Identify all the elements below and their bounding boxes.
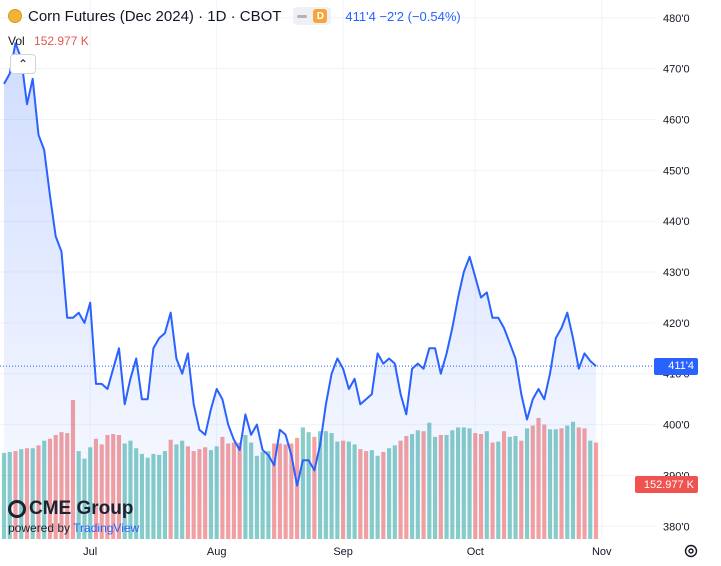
last-price: 411'4 <box>345 8 376 24</box>
y-tick-label: 420'0 <box>663 318 690 330</box>
price-axis[interactable]: 380'0390'0400'0410'0420'0430'0440'0450'0… <box>663 13 690 533</box>
x-tick-label: Aug <box>207 546 227 558</box>
powered-by-text: powered by <box>8 521 71 535</box>
y-tick-label: 400'0 <box>663 420 690 432</box>
y-tick-label: 380'0 <box>663 521 690 533</box>
y-tick-label: 470'0 <box>663 64 690 76</box>
time-axis[interactable]: Jul Aug Sep Oct Nov <box>83 546 612 558</box>
price-area <box>4 43 596 539</box>
volume-tag: 152.977 K <box>635 476 698 493</box>
corn-symbol-icon <box>8 9 22 23</box>
branding[interactable]: CME Group powered by TradingView <box>8 498 139 535</box>
settings-gear-icon[interactable] <box>683 543 699 559</box>
cme-globe-icon <box>8 500 26 518</box>
cme-logo-text: CME Group <box>29 498 134 519</box>
price-change: −2'2 <box>379 8 405 24</box>
y-tick-label: 440'0 <box>663 216 690 228</box>
chart-legend: Corn Futures (Dec 2024) · 1D · CBOT D 41… <box>8 6 461 26</box>
volume-value: 152.977 K <box>34 34 89 48</box>
powered-by: powered by TradingView <box>8 521 139 535</box>
volume-label: Vol <box>8 34 25 48</box>
y-tick-label: 430'0 <box>663 267 690 279</box>
tradingview-text: TradingView <box>73 521 140 535</box>
market-status-icon <box>297 14 308 18</box>
collapse-legend-button[interactable]: ⌃ <box>10 54 36 74</box>
x-tick-label: Sep <box>333 546 353 558</box>
delayed-badge: D <box>313 9 328 23</box>
last-price-tag: 411'4 <box>654 357 698 375</box>
y-tick-label: 450'0 <box>663 165 690 177</box>
x-tick-label: Oct <box>467 546 484 558</box>
x-tick-label: Nov <box>592 546 612 558</box>
quote-summary: 411'4 −2'2 (−0.54%) <box>345 9 460 24</box>
volume-legend: Vol 152.977 K <box>8 34 89 48</box>
x-tick-label: Jul <box>83 546 97 558</box>
y-tick-label: 480'0 <box>663 13 690 25</box>
y-tick-label: 460'0 <box>663 114 690 126</box>
symbol-title[interactable]: Corn Futures (Dec 2024) · 1D · CBOT <box>28 7 282 25</box>
chevron-up-icon: ⌃ <box>17 57 29 71</box>
cme-logo: CME Group <box>8 498 139 520</box>
price-change-pct: (−0.54%) <box>407 8 461 24</box>
price-line <box>3 42 597 487</box>
status-pill[interactable]: D <box>293 7 332 25</box>
